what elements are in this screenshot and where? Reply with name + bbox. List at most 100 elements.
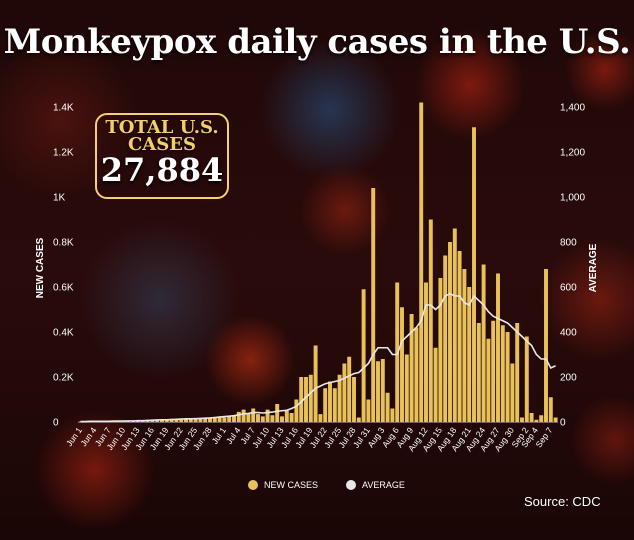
average-line <box>80 292 556 423</box>
chart-title: Monkeypox daily cases in the U.S. <box>3 22 631 62</box>
bar-new-cases <box>548 397 553 422</box>
bar-new-cases <box>284 410 289 422</box>
bar-new-cases <box>491 320 496 422</box>
bar-new-cases <box>179 419 184 422</box>
bar-new-cases <box>160 419 164 422</box>
bar-new-cases <box>328 381 332 422</box>
bar-new-cases <box>428 219 433 422</box>
bar-new-cases <box>467 287 472 422</box>
bar-new-cases <box>198 418 203 422</box>
x-tick-label: Jul 4 <box>224 425 243 446</box>
bar-new-cases <box>342 363 347 422</box>
left-y-axis: 0 0.2K 0.4K 0.6K 0.8K 1K 1.2K 1.4K <box>53 103 74 429</box>
bar-new-cases <box>385 392 390 422</box>
bar-new-cases <box>193 418 198 422</box>
bar-new-cases <box>524 336 529 422</box>
bar-new-cases <box>476 323 481 422</box>
bar-new-cases <box>457 251 462 422</box>
bar-new-cases <box>510 363 515 422</box>
bar-new-cases <box>304 377 308 422</box>
bar-new-cases <box>347 356 352 422</box>
bar-new-cases <box>251 408 256 422</box>
bar-new-cases <box>553 417 558 422</box>
bar-new-cases <box>294 399 299 422</box>
y2-tick-label: 200 <box>560 373 577 384</box>
bar-new-cases <box>400 307 404 422</box>
bar-new-cases <box>236 411 241 423</box>
bar-new-cases <box>419 102 424 422</box>
y2-tick-label: 1,400 <box>560 103 585 114</box>
bar-new-cases <box>539 415 544 422</box>
total-cases-box: TOTAL U.S. CASES 27,884 <box>95 113 229 199</box>
bar-new-cases <box>390 408 395 422</box>
bar-new-cases <box>208 417 212 422</box>
bar-new-cases <box>256 414 260 423</box>
total-cases-value: 27,884 <box>100 151 224 189</box>
bar-new-cases <box>424 282 428 422</box>
bar-new-cases <box>443 255 448 422</box>
y-tick-label: 0.2K <box>53 373 74 384</box>
bar-new-cases <box>356 417 361 422</box>
source-credit: Source: CDC <box>524 494 601 509</box>
bar-new-cases <box>452 228 457 422</box>
new-cases-bars <box>78 102 558 423</box>
legend-average-swatch <box>346 480 357 490</box>
right-y-axis: 0 200 400 600 800 1,000 1,200 1,400 <box>560 103 585 429</box>
bar-new-cases <box>371 188 376 422</box>
bar-new-cases <box>409 314 414 422</box>
bar-new-cases <box>232 415 236 422</box>
bar-new-cases <box>520 417 524 422</box>
y-tick-label: 0.4K <box>53 328 74 339</box>
bar-new-cases <box>323 388 328 422</box>
bar-new-cases <box>212 417 217 422</box>
bar-new-cases <box>486 338 491 422</box>
bar-new-cases <box>544 269 548 422</box>
bar-new-cases <box>433 347 438 422</box>
bar-new-cases <box>500 325 505 422</box>
bar-new-cases <box>289 413 294 422</box>
bar-new-cases <box>241 409 246 423</box>
bar-new-cases <box>265 409 270 423</box>
bar-new-cases <box>414 327 419 422</box>
bar-new-cases <box>188 418 193 423</box>
bar-new-cases <box>332 388 337 422</box>
bar-new-cases <box>505 332 510 422</box>
bar-new-cases <box>337 374 342 422</box>
legend-new-cases-label: NEW CASES <box>264 480 319 490</box>
bar-new-cases <box>361 289 366 422</box>
y-tick-label: 0.6K <box>53 283 74 294</box>
bar-new-cases <box>352 377 356 422</box>
y2-tick-label: 800 <box>560 238 577 249</box>
bar-new-cases <box>246 413 251 422</box>
y-axis-label-new-cases: NEW CASES <box>35 237 46 298</box>
bar-new-cases <box>184 419 188 422</box>
y-tick-label: 0 <box>53 418 59 429</box>
bar-new-cases <box>155 420 160 422</box>
bar-new-cases <box>270 415 275 422</box>
bar-new-cases <box>313 345 318 422</box>
y2-tick-label: 0 <box>560 418 566 429</box>
bar-new-cases <box>438 278 443 422</box>
bar-new-cases <box>308 374 313 422</box>
bar-new-cases <box>496 273 500 422</box>
bar-new-cases <box>462 269 467 422</box>
bar-new-cases <box>404 354 409 422</box>
y2-tick-label: 600 <box>560 283 577 294</box>
bar-new-cases <box>380 359 385 422</box>
y-tick-label: 1.2K <box>53 148 74 159</box>
y-axis-label-average: AVERAGE <box>588 243 599 292</box>
y-tick-label: 1K <box>53 193 66 204</box>
bar-new-cases <box>529 413 534 422</box>
bar-new-cases <box>366 399 371 422</box>
bar-new-cases <box>515 323 520 422</box>
bar-new-cases <box>260 416 265 423</box>
bar-new-cases <box>318 414 323 423</box>
bar-new-cases <box>164 419 169 422</box>
y-tick-label: 1.4K <box>53 103 74 114</box>
bar-new-cases <box>203 417 208 422</box>
legend-new-cases-swatch <box>248 480 258 490</box>
bar-new-cases <box>275 404 280 422</box>
